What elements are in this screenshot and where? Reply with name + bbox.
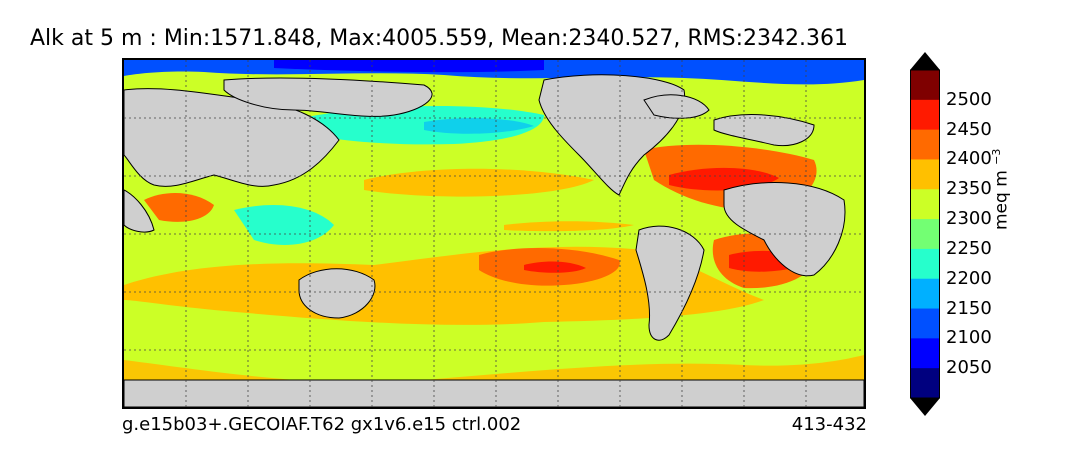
graticule xyxy=(124,60,864,407)
colorbar-segment xyxy=(910,189,940,220)
contour-indonesian-seas xyxy=(234,205,334,245)
footer-case-name: g.e15b03+.GECOIAF.T62 gx1v6.e15 ctrl.002 xyxy=(122,414,522,435)
land-europe xyxy=(713,114,815,147)
colorbar-unit-label: meq m −3 xyxy=(990,148,1012,230)
ocean-alkalinity-map xyxy=(124,60,864,407)
land-south-america xyxy=(635,225,705,341)
colorbar-segment xyxy=(910,70,940,101)
contour-north-pacific-band xyxy=(364,168,594,197)
plot-title: Alk at 5 m : Min:1571.848, Max:4005.559,… xyxy=(30,26,849,51)
land-africa xyxy=(723,182,846,277)
footer-year-range: 413-432 xyxy=(791,414,867,435)
land-australia xyxy=(298,268,376,319)
colorbar-segment xyxy=(910,219,940,250)
contour-arctic-core xyxy=(274,60,544,73)
colorbar xyxy=(910,52,940,416)
colorbar-segment xyxy=(910,248,940,280)
contour-eq-pacific-band xyxy=(504,221,634,232)
contour-subpolar-pacific-inner xyxy=(424,118,534,134)
land-greenland xyxy=(643,94,710,119)
colorbar-segment xyxy=(910,338,940,369)
colorbar-segment xyxy=(910,368,940,399)
colorbar-tick-label: 2350 xyxy=(946,178,992,200)
contour-arabian-sea xyxy=(144,193,214,222)
map-panel xyxy=(122,58,866,409)
colorbar-tick-label: 2500 xyxy=(946,88,992,110)
colorbar-border xyxy=(910,69,940,399)
colorbar-tick-label: 2250 xyxy=(946,237,992,259)
land-africa-east-edge xyxy=(124,189,155,233)
colorbar-tick-label: 2200 xyxy=(946,267,992,289)
colorbar-segment xyxy=(910,159,940,190)
colorbar-tick-label: 2400 xyxy=(946,148,992,170)
colorbar-segment xyxy=(910,99,940,131)
colorbar-tick-label: 2150 xyxy=(946,297,992,319)
colorbar-extend-min xyxy=(910,398,940,416)
contour-southern-band xyxy=(124,355,864,383)
colorbar-tick-label: 2450 xyxy=(946,118,992,140)
land-antarctica xyxy=(124,379,864,407)
continents xyxy=(124,74,864,407)
colorbar-tick-label: 2100 xyxy=(946,327,992,349)
contour-south-pacific-peak xyxy=(524,261,586,273)
colorbar-segment xyxy=(910,308,940,339)
colorbar-tick-label: 2050 xyxy=(946,357,992,379)
colorbar-tick-label: 2300 xyxy=(946,208,992,230)
land-siberia xyxy=(223,77,433,117)
colorbar-segment xyxy=(910,129,940,160)
colorbar-extend-max xyxy=(910,52,940,70)
colorbar-segment xyxy=(910,278,940,310)
